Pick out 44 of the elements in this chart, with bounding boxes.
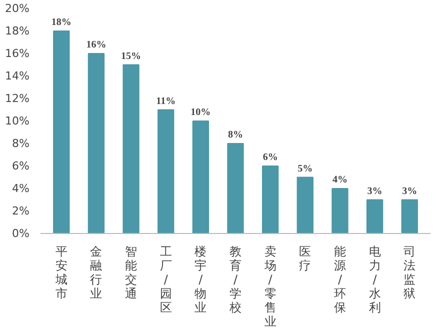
bar (122, 64, 140, 234)
data-label: 5% (298, 163, 313, 174)
y-tick-label: 2% (12, 204, 30, 218)
y-tick-label: 20% (5, 2, 30, 15)
x-tick-label: 平安城市 (54, 244, 68, 300)
x-tick-label: 卖场/零售业 (263, 244, 276, 328)
bar (262, 166, 279, 234)
x-tick-label: 医疗 (299, 244, 312, 272)
data-label: 3% (367, 186, 382, 197)
bar (53, 30, 70, 234)
x-tick-label: 工厂/园区 (160, 244, 172, 314)
bar (88, 53, 105, 234)
data-label: 18% (51, 17, 72, 28)
bar (366, 199, 384, 234)
data-label: 8% (228, 130, 243, 140)
data-label: 15% (121, 50, 142, 62)
bar (227, 143, 244, 234)
x-tick-label: 教育/学校 (228, 244, 242, 314)
x-tick-label: 能源/环保 (334, 244, 346, 314)
bar (401, 199, 418, 234)
x-tick-label: 楼宇/物业 (194, 244, 207, 314)
bar (192, 120, 210, 234)
bar (296, 176, 314, 234)
x-tick-label: 智能交通 (125, 244, 138, 300)
x-tick-label: 司法监狱 (404, 244, 416, 300)
y-tick-label: 16% (5, 47, 30, 60)
y-tick-label: 10% (5, 114, 30, 128)
data-label: 3% (402, 186, 418, 197)
y-tick-label: 12% (5, 92, 30, 105)
bar (158, 109, 174, 234)
x-tick-label: 金融行业 (90, 244, 102, 300)
data-label: 10% (190, 107, 211, 118)
bar (332, 188, 348, 234)
data-label: 6% (262, 152, 278, 163)
data-label: 4% (332, 174, 348, 186)
data-label: 16% (86, 40, 106, 50)
y-tick-label: 8% (12, 137, 30, 150)
y-tick-label: 0% (12, 227, 30, 240)
x-tick-label: 电力/水利 (368, 244, 381, 314)
y-tick-label: 6% (12, 160, 30, 172)
y-tick-label: 14% (5, 70, 30, 82)
data-label: 11% (156, 96, 176, 107)
y-tick-label: 4% (12, 182, 30, 195)
y-tick-label: 18% (5, 24, 30, 38)
